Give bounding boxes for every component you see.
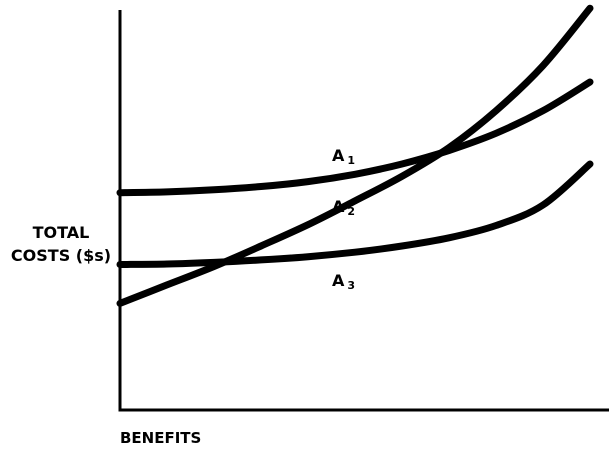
series-labels-group: A 1 A 2 A 3 xyxy=(332,146,355,292)
axes xyxy=(118,10,609,412)
series-line-a3 xyxy=(116,160,594,268)
series-line-a2 xyxy=(116,4,594,307)
x-axis-label: BENEFITS xyxy=(120,429,201,447)
y-axis-label-line-1: TOTAL xyxy=(33,223,90,242)
y-axis-label-line-2: COSTS ($s) xyxy=(11,246,111,265)
series-line-a1 xyxy=(116,78,594,197)
series-group xyxy=(116,4,594,307)
